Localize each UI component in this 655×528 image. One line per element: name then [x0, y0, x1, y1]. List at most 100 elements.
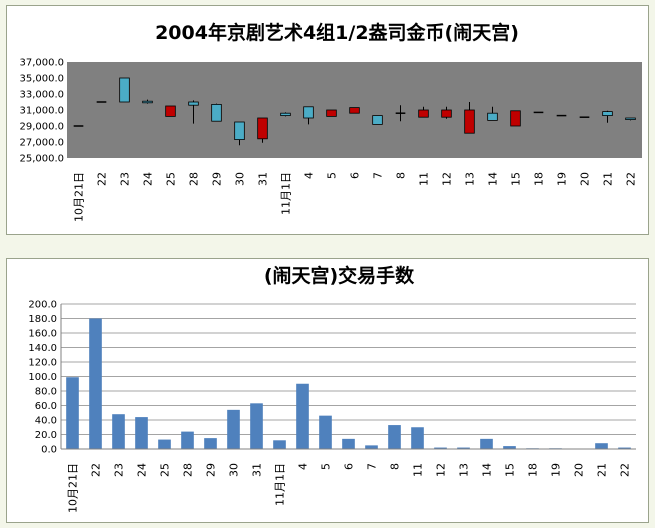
candle-body [487, 112, 498, 121]
candle-body [326, 109, 337, 117]
candlestick-x-tick-label: 11 [418, 172, 431, 186]
candle-body [211, 104, 222, 122]
candlestick-candle [119, 77, 130, 103]
candle-body [119, 77, 130, 103]
volume-y-tick-label: 20.0 [35, 430, 57, 441]
volume-x-tick-label: 21 [596, 463, 609, 477]
volume-bar [411, 427, 424, 449]
volume-bar [503, 446, 516, 449]
volume-y-tick-label: 160.0 [28, 329, 57, 340]
candle-body [280, 112, 291, 116]
candlestick-x-tick-label: 22 [96, 172, 109, 186]
volume-x-tick-label: 12 [435, 463, 448, 477]
candle-body [418, 109, 429, 118]
candle-body [464, 109, 475, 134]
candlestick-candle [625, 117, 636, 121]
candle-body [441, 109, 452, 118]
candle-body [257, 117, 268, 140]
candlestick-x-tick-label: 6 [349, 172, 362, 179]
candlestick-candle [326, 109, 337, 117]
candlestick-chart-panel: 2004年京剧艺术4组1/2盎司金币(闹天宫) 25,000.0 27,000.0… [6, 5, 649, 235]
candlestick-candle [487, 106, 498, 121]
volume-bar [250, 403, 263, 449]
candlestick-y-tick-label: 33,000.0 [19, 90, 64, 101]
volume-bar [480, 438, 493, 449]
volume-x-tick-label: 5 [320, 463, 333, 470]
volume-bar [618, 447, 631, 449]
candlestick-candle [372, 115, 383, 125]
candlestick-candle [165, 105, 176, 117]
candle-body [303, 106, 314, 119]
volume-x-tick-label: 10月21日 [67, 463, 80, 513]
volume-chart-title: (闹天宫)交易手数 [264, 264, 415, 287]
candlestick-candle [142, 99, 153, 104]
volume-x-tick-label: 6 [343, 463, 356, 470]
candlestick-x-tick-label: 10月21日 [73, 172, 86, 222]
volume-chart-panel: (闹天宫)交易手数 0.0 20.0 40.0 60.0 80.0 100.0 120.0 1… [6, 258, 649, 523]
volume-bar [388, 425, 401, 449]
volume-y-tick-label: 80.0 [35, 387, 57, 398]
candlestick-x-tick-label: 23 [119, 172, 132, 186]
candlestick-x-tick-label: 28 [188, 172, 201, 186]
volume-x-tick-label: 30 [228, 463, 241, 477]
volume-bar [89, 318, 102, 449]
volume-y-tick-label: 40.0 [35, 416, 57, 427]
candlestick-x-tick-label: 31 [257, 172, 270, 186]
volume-x-tick-label: 23 [113, 463, 126, 477]
volume-bar [135, 417, 148, 449]
volume-bar [342, 438, 355, 449]
volume-x-tick-label: 19 [550, 463, 563, 477]
candlestick-candle [418, 106, 429, 118]
volume-x-tick-label: 24 [136, 463, 149, 477]
volume-y-tick-label: 140.0 [28, 343, 57, 354]
volume-x-tick-label: 28 [182, 463, 195, 477]
candlestick-x-tick-label: 22 [625, 172, 638, 186]
candlestick-x-tick-label: 11月1日 [280, 172, 293, 215]
volume-x-tick-label: 15 [504, 463, 517, 477]
candlestick-x-tick-label: 29 [211, 172, 224, 186]
candlestick-candle [234, 121, 245, 146]
candle-body [349, 107, 360, 114]
volume-y-tick-label: 120.0 [28, 358, 57, 369]
candlestick-x-tick-label: 12 [441, 172, 454, 186]
candlestick-x-tick-label: 8 [395, 172, 408, 179]
volume-bar [296, 383, 309, 449]
candlestick-candle [395, 105, 406, 122]
volume-y-tick-label: 100.0 [28, 372, 57, 383]
volume-x-tick-label: 11 [412, 463, 425, 477]
volume-x-tick-label: 20 [573, 463, 586, 477]
volume-bar [112, 414, 125, 449]
volume-x-tick-label: 14 [481, 463, 494, 477]
candlestick-y-tick-label: 27,000.0 [19, 138, 64, 149]
candlestick-x-tick-label: 18 [533, 172, 546, 186]
candle-body [188, 101, 199, 106]
volume-bar [273, 440, 286, 449]
candle-body [602, 111, 613, 116]
candlestick-candle [280, 112, 291, 117]
candlestick-y-tick-label: 37,000.0 [19, 58, 64, 69]
volume-y-tick-label: 0.0 [41, 445, 57, 456]
candle-body [510, 110, 521, 127]
volume-bar [595, 443, 608, 449]
volume-y-tick-label: 180.0 [28, 314, 57, 325]
candlestick-x-tick-label: 30 [234, 172, 247, 186]
candlestick-x-tick-label: 14 [487, 172, 500, 186]
volume-bar-chart: (闹天宫)交易手数 0.0 20.0 40.0 60.0 80.0 100.0 120.0 1… [28, 264, 636, 513]
candlestick-x-tick-label: 5 [326, 172, 339, 179]
volume-bar [434, 447, 447, 449]
volume-bar [66, 377, 79, 449]
volume-x-tick-label: 31 [251, 463, 264, 477]
volume-x-tick-label: 25 [159, 463, 172, 477]
volume-x-tick-label: 4 [297, 463, 310, 470]
volume-y-tick-label: 200.0 [28, 300, 57, 311]
candlestick-y-tick-label: 25,000.0 [19, 154, 64, 165]
candlestick-candle [464, 102, 475, 134]
volume-x-tick-label: 7 [366, 463, 379, 470]
volume-x-tick-label: 22 [90, 463, 103, 477]
candlestick-candle [257, 117, 268, 143]
candle-body [372, 115, 383, 125]
candlestick-x-tick-label: 15 [510, 172, 523, 186]
candlestick-x-tick-label: 24 [142, 172, 155, 186]
volume-bar [181, 431, 194, 449]
volume-x-tick-label: 18 [527, 463, 540, 477]
